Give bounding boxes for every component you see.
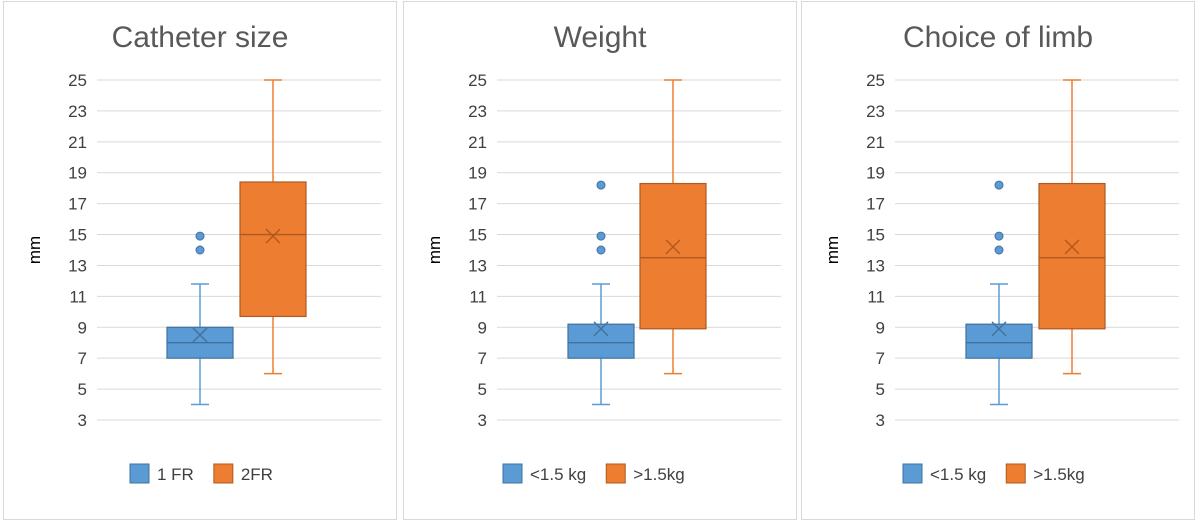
y-tick-label: 11 [867, 287, 885, 306]
box-series-1 [567, 180, 635, 406]
legend-label: >1.5kg [1033, 465, 1085, 484]
y-tick-label: 11 [69, 287, 87, 306]
y-tick-label: 23 [468, 102, 487, 121]
legend-swatch [502, 463, 523, 484]
chart-border [403, 1, 797, 520]
y-tick-label: 9 [478, 318, 487, 337]
legend-item-1: <1.5 kg [502, 463, 586, 484]
mean-marker [593, 321, 609, 337]
y-tick-label: 5 [876, 380, 885, 399]
y-tick-label: 17 [468, 195, 487, 214]
y-tick-label: 19 [866, 164, 885, 183]
outlier-point [994, 245, 1004, 255]
chart-panel-1: Catheter size mm 3 5 7 9 11 13 15 17 19 21 23 25 1 FR 2… [3, 1, 397, 520]
chart-panel-2: Weight mm 3 5 7 9 11 13 15 17 19 21 23 25 <1.5 kg >1.5k… [403, 1, 797, 520]
mean-marker [991, 321, 1007, 337]
y-tick-label: 5 [78, 380, 87, 399]
y-tick-label: 7 [478, 349, 487, 368]
box [239, 181, 307, 318]
box-series-2 [1038, 79, 1106, 375]
box-series-2 [639, 79, 707, 375]
box [1038, 182, 1106, 330]
legend-item-1: 1 FR [129, 463, 194, 484]
y-tick-label: 21 [866, 133, 885, 152]
y-tick-label: 7 [876, 349, 885, 368]
legend-swatch [902, 463, 923, 484]
legend-item-1: <1.5 kg [902, 463, 986, 484]
outlier-point [596, 231, 606, 241]
outlier-point [994, 180, 1004, 190]
mean-marker [1064, 239, 1080, 255]
legend-item-2: 2FR [213, 463, 273, 484]
box [639, 182, 707, 330]
box [567, 323, 635, 359]
y-tick-label: 19 [468, 164, 487, 183]
box-series-1 [965, 180, 1033, 406]
y-tick-label: 23 [68, 102, 87, 121]
box-series-2 [239, 79, 307, 375]
chart-border [801, 1, 1195, 520]
legend-swatch [129, 463, 150, 484]
y-tick-label: 3 [78, 411, 87, 430]
legend-label: 1 FR [157, 465, 194, 484]
y-tick-label: 13 [866, 256, 885, 275]
mean-marker [265, 228, 281, 244]
box [965, 323, 1033, 359]
legend-label: >1.5kg [633, 465, 685, 484]
legend-item-2: >1.5kg [605, 463, 685, 484]
y-tick-label: 7 [78, 349, 87, 368]
y-tick-label: 3 [478, 411, 487, 430]
y-tick-label: 21 [68, 133, 87, 152]
legend-swatch [213, 463, 234, 484]
chart-panel-3: Choice of limb mm 3 5 7 9 11 13 15 17 19 21 23 25 <1.5… [801, 1, 1195, 520]
outlier-point [596, 245, 606, 255]
legend-swatch [605, 463, 626, 484]
legend-label: <1.5 kg [930, 465, 986, 484]
y-tick-label: 17 [866, 195, 885, 214]
y-tick-label: 23 [866, 102, 885, 121]
chart-title: Choice of limb [903, 21, 1093, 54]
outlier-point [195, 245, 205, 255]
y-tick-label: 15 [68, 226, 87, 245]
box-series-1 [166, 231, 234, 406]
y-tick-label: 25 [468, 71, 487, 90]
y-axis-label: mm [425, 236, 444, 264]
legend-label: <1.5 kg [530, 465, 586, 484]
mean-marker [192, 327, 208, 343]
y-tick-label: 21 [468, 133, 487, 152]
y-tick-label: 5 [478, 380, 487, 399]
y-tick-label: 15 [468, 226, 487, 245]
y-tick-label: 9 [78, 318, 87, 337]
y-tick-label: 9 [876, 318, 885, 337]
mean-marker [665, 239, 681, 255]
y-tick-label: 19 [68, 164, 87, 183]
legend-swatch [1005, 463, 1026, 484]
y-tick-label: 13 [468, 256, 487, 275]
y-tick-label: 11 [469, 287, 487, 306]
outlier-point [596, 180, 606, 190]
y-tick-label: 3 [876, 411, 885, 430]
y-tick-label: 13 [68, 256, 87, 275]
y-tick-label: 25 [866, 71, 885, 90]
chart-title: Catheter size [112, 21, 289, 54]
legend-item-2: >1.5kg [1005, 463, 1085, 484]
y-axis-label: mm [823, 236, 842, 264]
legend-label: 2FR [241, 465, 273, 484]
outlier-point [195, 231, 205, 241]
y-tick-label: 17 [68, 195, 87, 214]
outlier-point [994, 231, 1004, 241]
chart-title: Weight [554, 21, 647, 54]
y-tick-label: 15 [866, 226, 885, 245]
chart-border [3, 1, 397, 520]
y-tick-label: 25 [68, 71, 87, 90]
y-axis-label: mm [25, 236, 44, 264]
